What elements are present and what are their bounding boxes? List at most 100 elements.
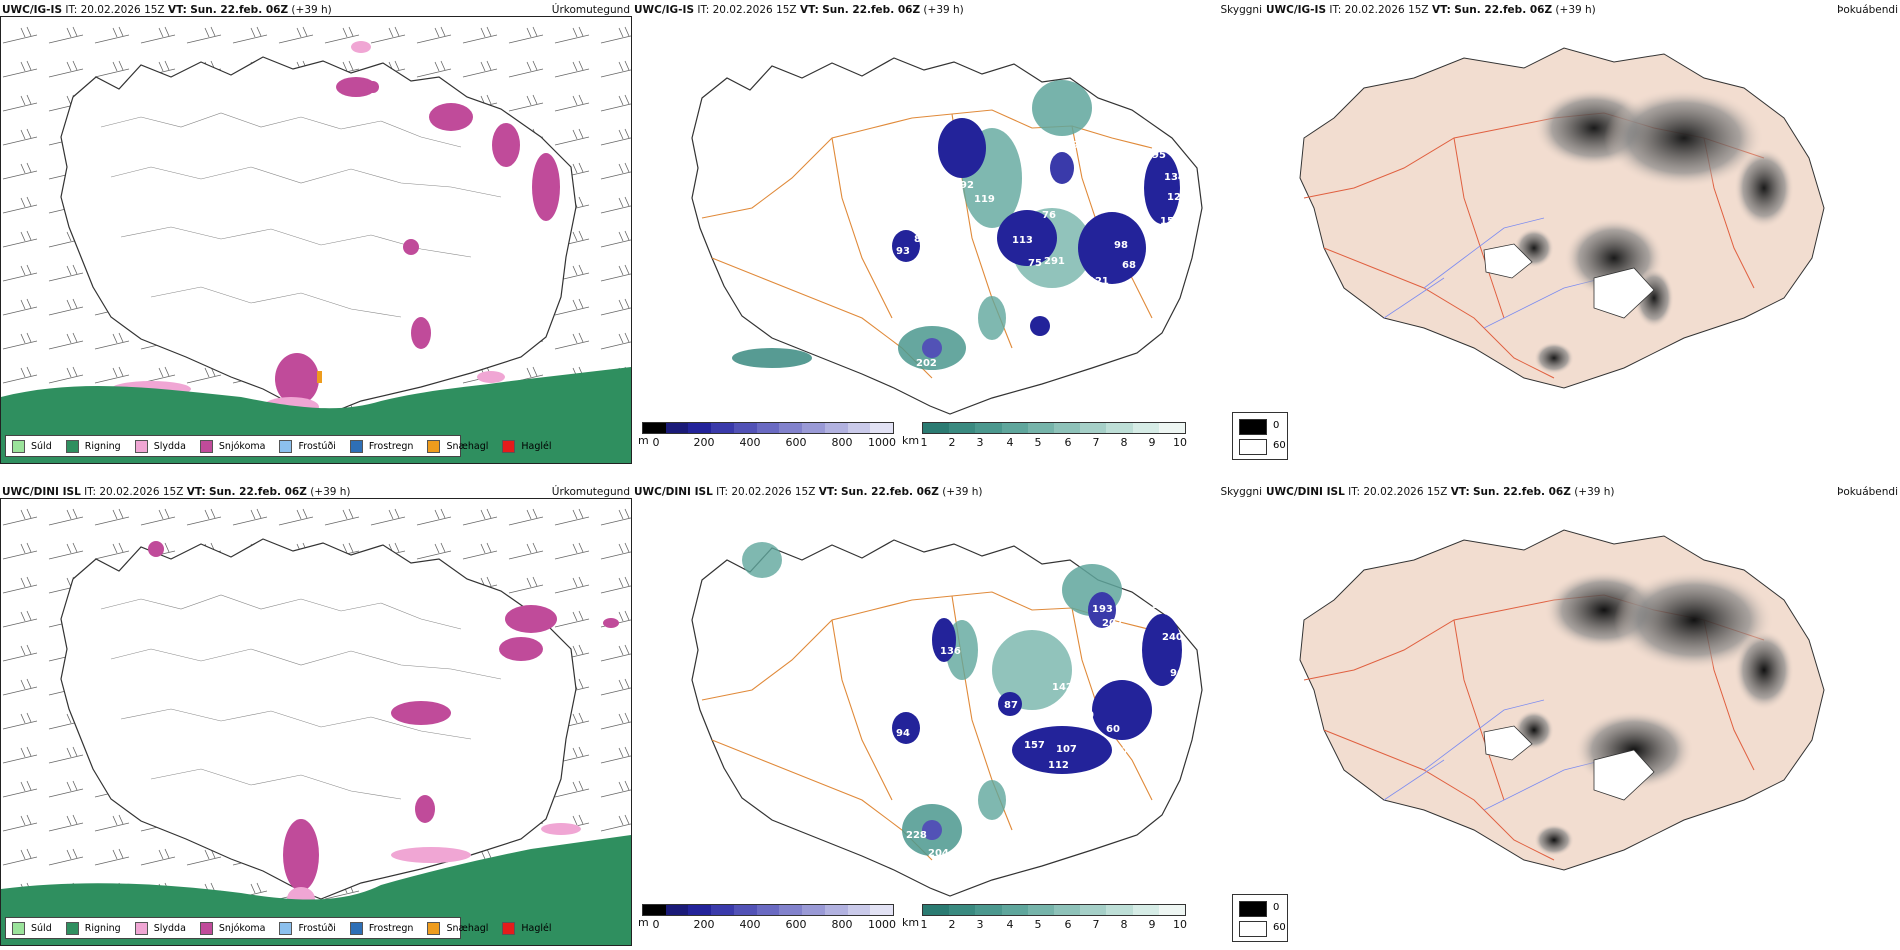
legend-swatch xyxy=(1239,901,1267,917)
colorbar-tick: 7 xyxy=(1092,436,1100,449)
fog-indicator-legend: 0 60 xyxy=(1232,894,1288,942)
cloud-base-value: 204 xyxy=(928,848,949,859)
it-label: IT: xyxy=(697,4,710,16)
cloud-base-value: 202 xyxy=(916,358,937,369)
legend-item: Snæhagl xyxy=(427,439,489,453)
legend-swatch xyxy=(199,439,213,453)
fog-indicator-panel-row2: UWC/DINI ISL IT: 20.02.2026 15Z VT: Sun.… xyxy=(1232,482,1900,947)
colorbar-tick: 2 xyxy=(948,918,956,931)
colorbar-tick: 10 xyxy=(1173,436,1187,449)
legend-item: Haglél xyxy=(502,921,552,935)
panel-header: UWC/IG-IS IT: 20.02.2026 15Z VT: Sun. 22… xyxy=(634,4,1262,22)
vt-label: VT: xyxy=(799,4,819,16)
iceland-outline xyxy=(60,538,577,900)
panel-title: Úrkomutegund xyxy=(551,4,630,16)
cloud-base-value: 158 xyxy=(1160,216,1181,227)
legend-swatch xyxy=(65,439,79,453)
legend-swatch xyxy=(427,439,441,453)
vt-label: VT: xyxy=(167,4,187,16)
colorbar-tick: 400 xyxy=(739,918,761,931)
colorbar-tick: 1000 xyxy=(868,436,896,449)
valid-time: Sun. 22.feb. 06Z xyxy=(1473,486,1571,498)
legend-swatch xyxy=(349,921,363,935)
cloud-base-value: 87 xyxy=(1004,700,1018,711)
cloud-base-value: 60 xyxy=(1106,724,1120,735)
cloud-base-value: 75 xyxy=(1028,258,1042,269)
colorbar-track xyxy=(922,904,1186,916)
cloud-base-value: 228 xyxy=(906,830,927,841)
cloud-base-value: 193 xyxy=(1092,604,1113,615)
colorbar-tick: 0 xyxy=(652,436,660,449)
valid-time: Sun. 22.feb. 06Z xyxy=(822,4,921,16)
cloud-base-value: 98 xyxy=(1072,140,1086,151)
model-name: UWC/DINI ISL xyxy=(634,486,713,498)
legend-swatch xyxy=(502,921,516,935)
colorbar-tick: 800 xyxy=(831,918,853,931)
cloud-base-value: 96 xyxy=(1170,668,1184,679)
colorbar-tick: 600 xyxy=(785,918,807,931)
legend-item: Frostúði xyxy=(279,439,336,453)
legend-label: Slydda xyxy=(153,922,186,934)
legend-swatch xyxy=(199,921,213,935)
model-name: UWC/DINI ISL xyxy=(2,486,81,498)
legend-item: Snæhagl xyxy=(427,921,489,935)
panel-header: UWC/DINI ISL IT: 20.02.2026 15Z VT: Sun.… xyxy=(2,486,630,504)
cloud-base-value: 147 xyxy=(1052,804,1073,815)
colorbar-track xyxy=(642,422,894,434)
cloud-base-value: 121 xyxy=(1088,276,1109,287)
legend-label: Haglél xyxy=(521,922,552,934)
visibility-colorbar: km 1 2 3 4 5 6 7 8 9 10 xyxy=(902,902,1187,932)
init-time: 20.02.2026 15Z xyxy=(712,4,797,16)
precip-type-legend: Súld Rigning Slydda Snjókoma Frostúði Fr… xyxy=(5,917,552,939)
cloud-base-value: 95 xyxy=(1152,150,1166,161)
legend-item: Frostregn xyxy=(349,439,414,453)
legend-item: Frostúði xyxy=(279,921,336,935)
colorbar-tick: 6 xyxy=(1064,918,1072,931)
terrain-contours xyxy=(100,594,502,800)
cloud-base-value: 85 xyxy=(914,234,928,245)
snow-areas xyxy=(148,541,619,891)
cloud-base-value: 75 xyxy=(1122,746,1136,757)
cloud-base-labels: 193 207 55 240 87 90 60 83 112 75 107 15… xyxy=(896,600,1184,859)
model-name: UWC/IG-IS xyxy=(634,4,695,16)
legend-label: Frostúði xyxy=(298,922,336,934)
fog-indicator-legend: 0 60 xyxy=(1232,412,1288,460)
fog-map xyxy=(1299,47,1825,389)
colorbar-tick: 1 xyxy=(920,918,928,931)
legend-swatch xyxy=(1239,921,1267,937)
colorbar-unit: km xyxy=(902,916,920,929)
legend-label: Frostregn xyxy=(368,440,414,452)
colorbar-tick: 6 xyxy=(1064,436,1072,449)
glacier xyxy=(1593,749,1655,801)
colorbar-tick: 600 xyxy=(785,436,807,449)
legend-swatch xyxy=(427,921,441,935)
valid-time: Sun. 22.feb. 06Z xyxy=(841,486,939,498)
cloud-base-value: 110 xyxy=(1052,332,1073,343)
snow-pellets-area xyxy=(317,371,322,383)
legend-label: Frostúði xyxy=(298,440,336,452)
panel-header: UWC/DINI ISL IT: 20.02.2026 15Z VT: Sun.… xyxy=(1266,486,1898,504)
valid-time: Sun. 22.feb. 06Z xyxy=(1454,4,1553,16)
iceland-outline xyxy=(691,539,1203,897)
colorbar-tick: 8 xyxy=(1120,918,1128,931)
legend-item: Haglél xyxy=(502,439,552,453)
colorbar-tick: 4 xyxy=(1006,918,1014,931)
precip-type-panel-row1: UWC/IG-IS IT: 20.02.2026 15Z VT: Sun. 22… xyxy=(0,0,632,465)
panel-title: Skyggni xyxy=(1220,486,1263,498)
colorbar-tick: 9 xyxy=(1148,436,1156,449)
panel-title: Úrkomutegund xyxy=(551,486,630,498)
legend-label: Rigning xyxy=(84,922,121,934)
lead-time: (+39 h) xyxy=(942,486,983,498)
legend-swatch xyxy=(12,439,25,453)
legend-label: Snæhagl xyxy=(446,922,489,934)
legend-label: 0 xyxy=(1273,902,1280,913)
vt-label: VT: xyxy=(818,486,838,498)
legend-swatch xyxy=(279,921,293,935)
it-label: IT: xyxy=(1348,486,1361,498)
cloud-map: 98 95 92 119 76 113 98 68 93 85 75 291 1… xyxy=(691,57,1203,415)
cloud-base-value: 240 xyxy=(1162,632,1183,643)
init-time: 20.02.2026 15Z xyxy=(99,486,184,498)
legend-label: Snæhagl xyxy=(446,440,489,452)
iceland-outline xyxy=(691,57,1203,415)
